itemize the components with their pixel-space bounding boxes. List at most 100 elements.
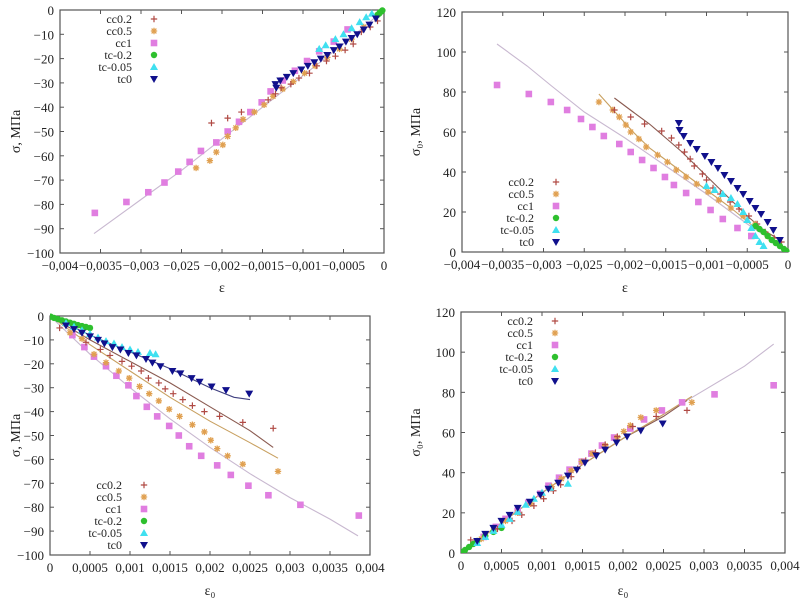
data-point: [681, 148, 688, 156]
x-tick-label: 0,0005: [72, 560, 108, 575]
plot-frame: [59, 9, 385, 254]
data-point: [206, 157, 214, 164]
x-tick-label: 0: [381, 258, 388, 273]
data-point: [751, 205, 760, 212]
data-point: [245, 482, 252, 489]
data-point: [207, 383, 216, 391]
y-tick-label: −20: [24, 357, 44, 372]
data-point: [115, 367, 122, 375]
y-tick-label: −10: [24, 333, 44, 348]
y-tick-label: 0: [449, 546, 456, 561]
data-point: [341, 46, 349, 54]
x-tick-label: 0,0015: [152, 560, 188, 575]
data-point: [269, 93, 277, 100]
data-point: [86, 324, 94, 332]
data-point: [201, 428, 208, 436]
data-point: [102, 362, 110, 370]
data-point: [686, 140, 695, 147]
data-point: [86, 333, 94, 341]
data-point: [113, 372, 120, 380]
data-point: [118, 358, 126, 365]
legend-label: tc-0.2: [505, 350, 533, 364]
data-point: [276, 77, 285, 85]
y-tick-label: −20: [34, 52, 54, 67]
data-point: [279, 85, 286, 93]
y-tick-label: −70: [34, 173, 54, 188]
data-point: [323, 51, 332, 59]
data-point: [310, 59, 319, 67]
fit-curve-cc0.5: [50, 315, 279, 459]
data-point: [615, 140, 623, 148]
legend-marker-cc1: [551, 341, 559, 349]
data-point: [478, 535, 485, 543]
data-point: [674, 120, 683, 127]
y-tick-label: 80: [443, 85, 456, 100]
data-point: [185, 442, 193, 450]
data-point: [347, 34, 356, 42]
x-axis-label: ε₀: [205, 584, 216, 599]
data-point: [764, 232, 771, 240]
data-point: [124, 350, 133, 358]
data-point: [661, 173, 669, 181]
data-point: [197, 452, 205, 460]
data-point: [578, 458, 585, 465]
legend-label: tc-0.2: [94, 514, 122, 528]
series-cc1: [480, 382, 777, 541]
data-point: [166, 406, 173, 413]
data-point: [612, 439, 621, 447]
y-tick-label: −100: [27, 246, 54, 261]
data-point: [747, 224, 756, 231]
data-point: [339, 30, 348, 38]
x-tick-label: 0: [458, 558, 465, 573]
x-axis-label: ε: [622, 281, 628, 296]
data-point: [653, 407, 660, 414]
legend-label: tc0: [519, 235, 534, 249]
data-point: [530, 502, 538, 510]
data-point: [554, 479, 563, 487]
data-point: [688, 399, 696, 406]
data-point: [627, 422, 634, 429]
legend-label: cc0.5: [507, 326, 533, 340]
y-tick-label: 0: [48, 3, 55, 18]
data-point: [715, 196, 722, 204]
data-point: [699, 170, 706, 178]
data-point: [620, 428, 628, 435]
data-point: [627, 128, 634, 136]
data-point: [329, 47, 338, 55]
series-cc0.5: [478, 399, 696, 543]
data-point: [544, 485, 553, 493]
data-point: [224, 114, 231, 122]
data-point: [353, 31, 362, 39]
data-point: [108, 344, 117, 352]
data-point: [224, 128, 231, 135]
data-point: [726, 178, 735, 185]
data-point: [239, 460, 246, 468]
data-point: [481, 530, 490, 538]
legend-marker-tc0: [552, 239, 560, 246]
data-point: [707, 159, 716, 166]
legend-label: tc-0.2: [104, 48, 132, 62]
data-point: [297, 501, 304, 509]
data-point: [769, 227, 778, 234]
legend-marker-tc-0.2: [150, 51, 158, 59]
x-tick-label: 0,003: [275, 560, 304, 575]
data-point: [213, 462, 221, 469]
y-axis-label: σ, МПа: [9, 109, 24, 153]
data-point: [155, 379, 162, 387]
x-tick-label: 0,004: [355, 560, 385, 575]
data-point: [267, 88, 274, 95]
data-point: [713, 165, 722, 172]
data-point: [301, 69, 308, 77]
plot-area: [91, 7, 386, 235]
data-point: [350, 40, 357, 48]
series-cc0.2: [56, 324, 277, 432]
data-point: [664, 158, 671, 166]
data-point: [270, 425, 277, 432]
data-point: [600, 132, 608, 140]
series-cc0.5: [66, 329, 282, 475]
data-point: [759, 242, 768, 249]
legend-label: tc0: [107, 538, 122, 552]
data-point: [155, 397, 162, 405]
data-point: [610, 434, 618, 441]
data-point: [695, 198, 702, 206]
